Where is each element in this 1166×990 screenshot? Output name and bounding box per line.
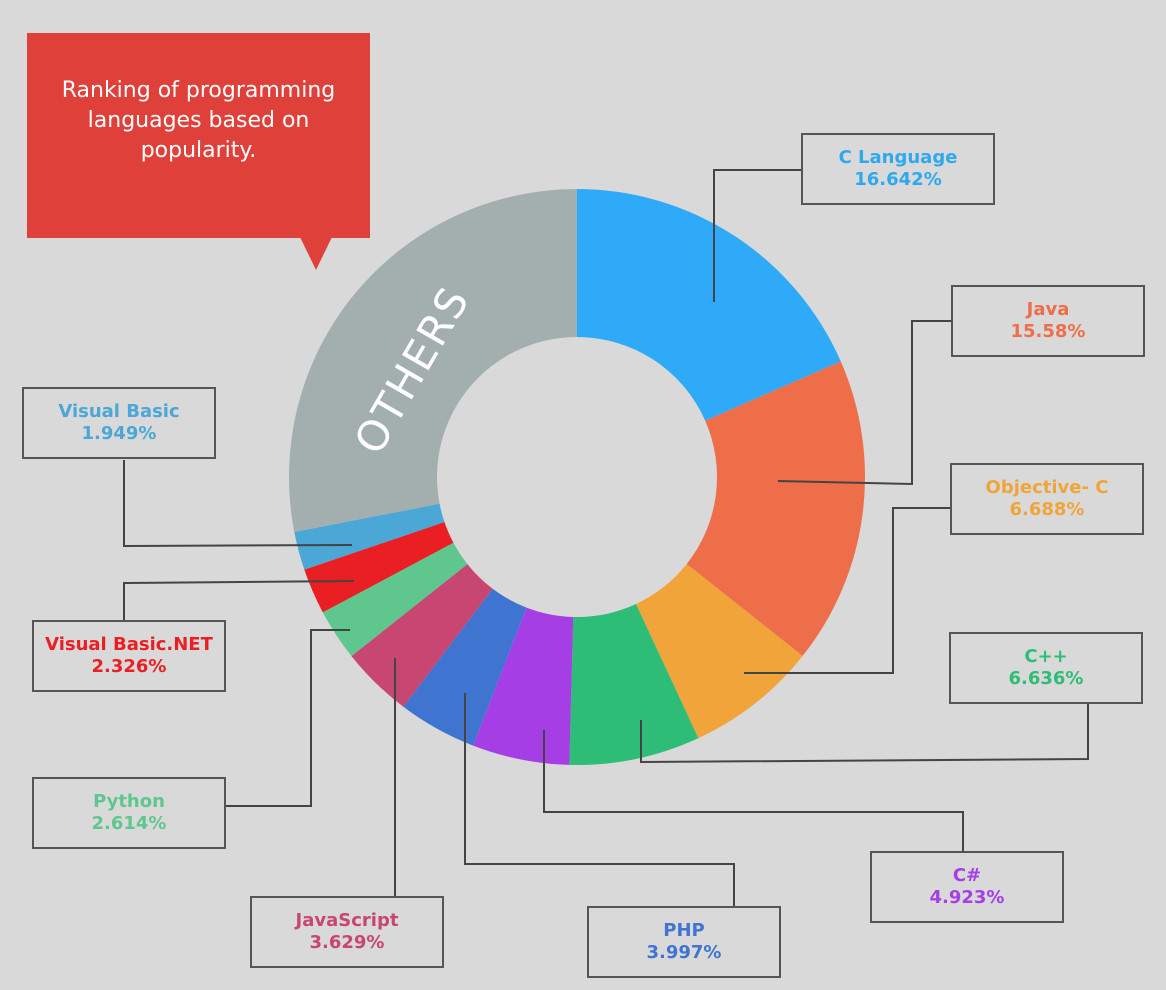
data-label-value: 6.688% <box>1009 499 1085 520</box>
data-label-name: Visual Basic.NET <box>45 634 213 655</box>
slice-objective-c <box>635 564 803 739</box>
leader-line-objective-c <box>744 507 950 674</box>
data-label-value: 2.614% <box>91 813 167 834</box>
data-label-value: 3.629% <box>309 932 385 953</box>
chart-title-text: Ranking of programming languages based o… <box>61 77 336 163</box>
data-label-value: 3.997% <box>646 942 722 963</box>
data-label-name: PHP <box>663 920 705 941</box>
slice-others <box>289 189 577 532</box>
data-label-name: JavaScript <box>295 910 399 931</box>
slice-visual-basic-net <box>304 522 454 613</box>
slice-c- <box>569 603 699 765</box>
data-label-name: Visual Basic <box>58 401 180 422</box>
label-box-c-language: C Language 16.642% <box>801 133 995 205</box>
leader-line-python <box>226 629 350 807</box>
leader-line-visual-basic-net <box>123 580 355 620</box>
slice-javascript <box>351 564 493 707</box>
data-label-value: 1.949% <box>81 423 157 444</box>
callout-tail <box>300 237 332 270</box>
slice-php <box>403 588 527 746</box>
data-label-value: 15.58% <box>1010 321 1086 342</box>
label-box-java: Java 15.58% <box>951 285 1145 357</box>
slice-visual-basic <box>294 503 445 570</box>
leader-line-java <box>777 320 951 486</box>
leader-line-c-language <box>713 169 801 302</box>
data-label-value: 16.642% <box>854 169 942 190</box>
data-label-name: Objective- C <box>985 477 1109 498</box>
data-label-value: 6.636% <box>1008 668 1084 689</box>
data-label-name: C Language <box>838 147 958 168</box>
label-box-javascript: JavaScript 3.629% <box>250 896 444 968</box>
leader-line-c- <box>543 730 964 851</box>
leader-line-visual-basic <box>123 460 353 548</box>
data-label-name: C# <box>952 865 982 886</box>
data-label-name: Python <box>93 791 165 812</box>
label-box-visual-basic-net: Visual Basic.NET 2.326% <box>32 620 226 692</box>
chart-title: Ranking of programming languages based o… <box>27 33 370 238</box>
slice-python <box>322 542 468 657</box>
data-label-name: C++ <box>1024 646 1068 667</box>
label-box-visual-basic: Visual Basic 1.949% <box>22 387 216 459</box>
slice-java <box>686 361 866 656</box>
label-box-objective-c: Objective- C 6.688% <box>950 463 1144 535</box>
data-label-value: 4.923% <box>929 887 1005 908</box>
label-box-php: PHP 3.997% <box>587 906 781 978</box>
label-box-python: Python 2.614% <box>32 777 226 849</box>
slice-c- <box>473 607 574 765</box>
data-label-value: 2.326% <box>91 656 167 677</box>
data-label-name: Java <box>1026 299 1070 320</box>
label-box-c-: C# 4.923% <box>870 851 1064 923</box>
leader-line-php <box>464 693 735 906</box>
slice-c-language <box>577 189 841 421</box>
leader-line-c- <box>640 704 1089 764</box>
label-box-c-: C++ 6.636% <box>949 632 1143 704</box>
